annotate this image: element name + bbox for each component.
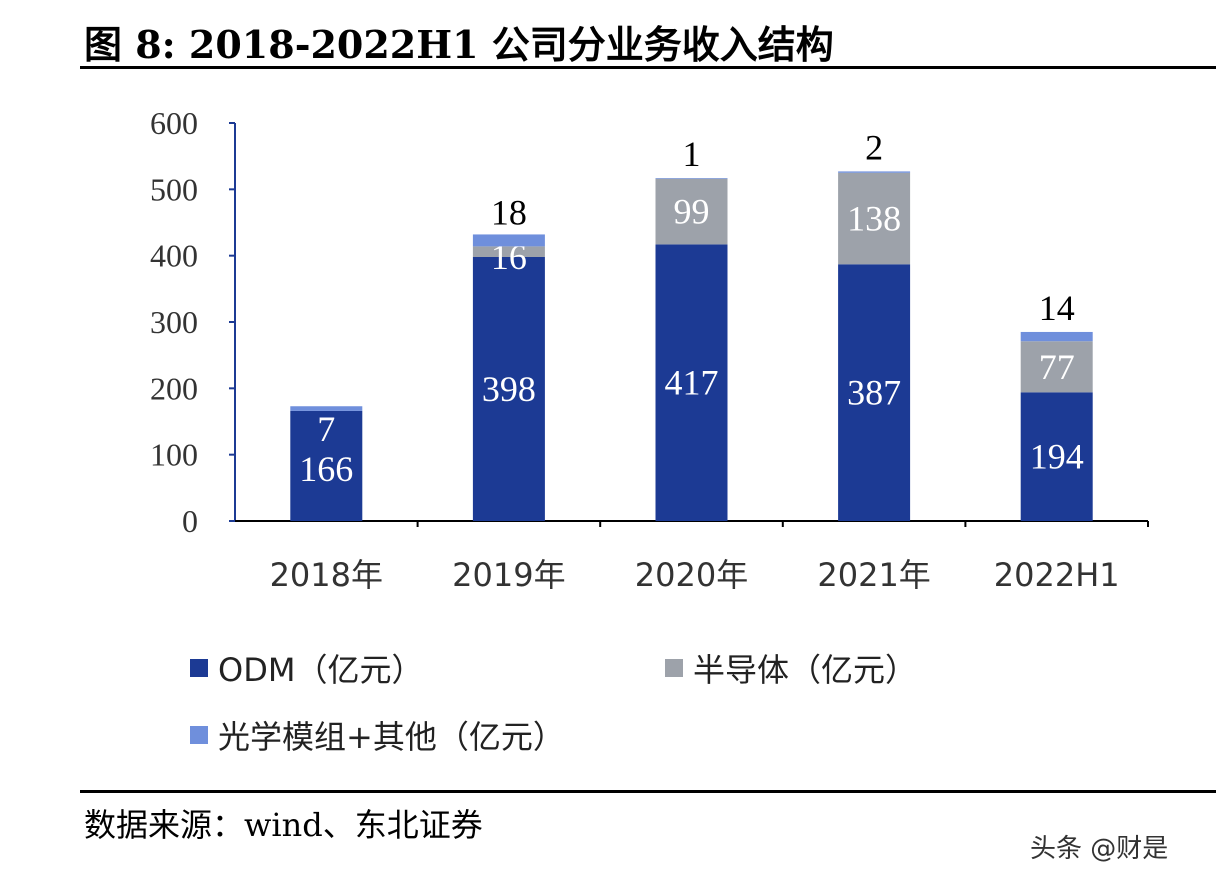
y-tick-label: 100 xyxy=(150,437,198,473)
bar-segment xyxy=(472,246,545,257)
bar-segment xyxy=(472,234,545,247)
bar-segment xyxy=(655,178,728,179)
y-tick-label: 300 xyxy=(150,304,198,340)
legend-item: 光学模组+其他（亿元） xyxy=(190,712,565,758)
bar-segment xyxy=(655,178,728,245)
x-tick-label: 2021年 xyxy=(817,556,930,594)
y-tick-label: 200 xyxy=(150,370,198,406)
y-tick-label: 0 xyxy=(182,503,198,539)
data-label: 7 xyxy=(317,409,335,449)
bar-segment xyxy=(838,172,911,265)
bottom-rule xyxy=(80,790,1216,793)
data-label: 2 xyxy=(865,127,883,167)
watermark: 头条 @财是 xyxy=(1030,834,1169,864)
legend-swatch xyxy=(665,659,683,677)
legend-item: ODM（亿元） xyxy=(190,645,423,691)
data-label: 14 xyxy=(1039,288,1075,328)
bar-segment xyxy=(655,244,728,521)
y-tick-label: 500 xyxy=(150,171,198,207)
top-rule xyxy=(80,66,1216,69)
y-tick-label: 600 xyxy=(150,105,198,141)
bar-segment xyxy=(290,406,363,411)
bar-segment xyxy=(472,256,545,521)
legend-swatch xyxy=(190,726,208,744)
data-label: 99 xyxy=(674,192,710,232)
data-label: 417 xyxy=(665,363,719,403)
x-tick-label: 2020年 xyxy=(635,556,748,594)
data-label: 1 xyxy=(683,134,701,174)
x-tick-label: 2018年 xyxy=(270,556,383,594)
data-label: 166 xyxy=(299,449,353,489)
data-label: 387 xyxy=(847,373,901,413)
legend-label: 光学模组+其他（亿元） xyxy=(218,718,565,756)
bar-segment xyxy=(1020,392,1093,521)
bar-segment xyxy=(838,264,911,521)
source-note: 数据来源：wind、东北证券 xyxy=(84,806,483,844)
data-label: 398 xyxy=(482,369,536,409)
data-label: 138 xyxy=(847,199,901,239)
bar-segment xyxy=(1020,331,1093,342)
legend-label: ODM（亿元） xyxy=(218,651,424,689)
legend-swatch xyxy=(190,659,208,677)
data-label: 18 xyxy=(491,192,527,232)
legend-label: 半导体（亿元） xyxy=(693,651,918,689)
data-label: 77 xyxy=(1039,347,1075,387)
bar-segment xyxy=(290,410,363,521)
figure-title: 图 8: 2018-2022H1 公司分业务收入结构 xyxy=(84,22,834,67)
bar-segment xyxy=(1020,341,1093,393)
data-label: 194 xyxy=(1030,437,1084,477)
stacked-bar-chart: 01002003004005006002018年16672019年3981618… xyxy=(150,105,1149,594)
legend-item: 半导体（亿元） xyxy=(665,645,917,691)
bar-segment xyxy=(838,171,911,173)
x-tick-label: 2022H1 xyxy=(994,556,1120,594)
x-tick-label: 2019年 xyxy=(452,556,565,594)
y-tick-label: 400 xyxy=(150,238,198,274)
